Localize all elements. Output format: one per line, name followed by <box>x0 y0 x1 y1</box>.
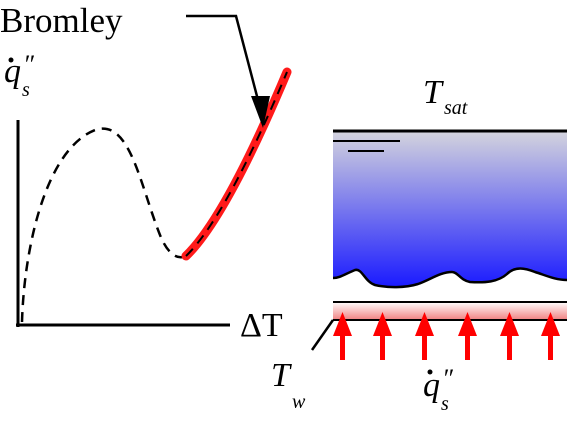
bromley-label: Bromley <box>0 1 123 40</box>
flux-subscript: s <box>22 79 30 101</box>
flux-dot-icon <box>427 369 433 375</box>
up-arrow-icon <box>415 312 434 360</box>
film-boiling-schematic: T sat T w q ″ s <box>271 74 568 415</box>
up-arrow-icon <box>458 312 477 360</box>
up-arrow-icon <box>500 312 519 360</box>
bottom-flux-prime: ″ <box>442 364 454 393</box>
flux-symbol: q <box>4 53 21 90</box>
bottom-flux-subscript: s <box>441 393 449 415</box>
liquid-pool <box>333 131 567 288</box>
flux-prime: ″ <box>23 50 35 79</box>
bottom-flux-label: q ″ s <box>423 364 454 415</box>
boiling-curve-plot: Bromley q ″ s ΔT <box>0 1 292 344</box>
t-wall-leader-line <box>310 319 335 351</box>
up-arrow-icon <box>541 312 560 360</box>
film-boiling-highlight <box>181 67 292 261</box>
y-axis-label: q ″ s <box>4 50 35 101</box>
delta-t-label: ΔT <box>240 307 283 344</box>
heater-surface <box>333 302 567 320</box>
up-arrow-icon <box>373 312 392 360</box>
bromley-arrowhead-icon <box>251 96 270 128</box>
t-wall-symbol: T <box>271 357 292 394</box>
t-sat-symbol: T <box>423 74 444 111</box>
bromley-leader-line <box>186 14 266 124</box>
flux-dot-icon <box>8 57 14 63</box>
t-wall-subscript: w <box>292 391 306 413</box>
film-boiling-dashed <box>185 71 288 257</box>
bottom-flux-symbol: q <box>423 367 440 404</box>
t-sat-subscript: sat <box>444 97 468 119</box>
vapor-liquid-interface <box>332 267 568 289</box>
heat-flux-arrows <box>333 312 560 360</box>
boiling-curve-dashed <box>20 127 187 323</box>
up-arrow-icon <box>333 312 352 360</box>
